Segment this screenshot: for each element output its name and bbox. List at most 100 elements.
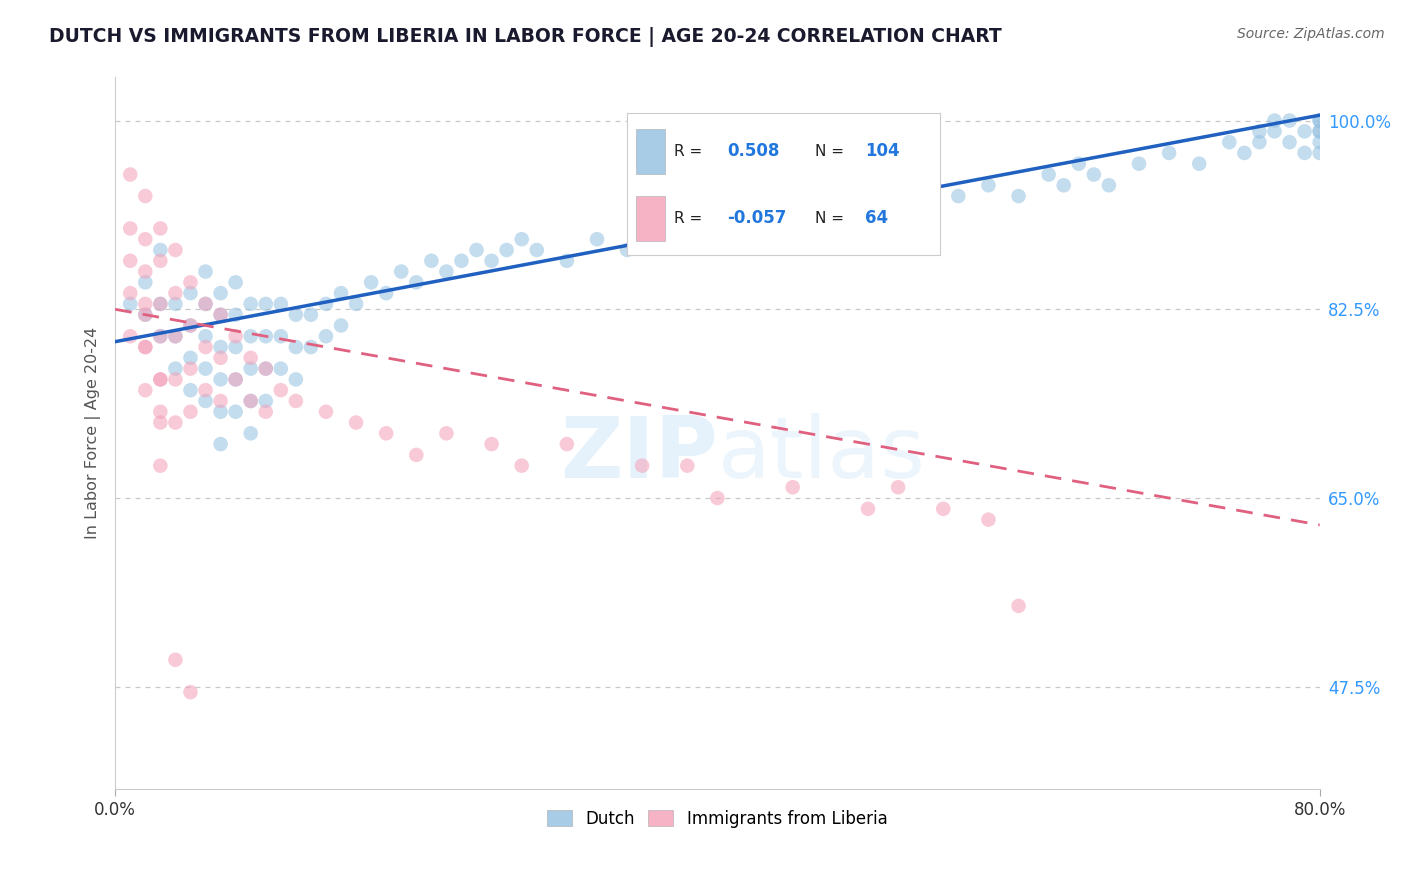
- Point: [526, 243, 548, 257]
- Point: [887, 480, 910, 494]
- Point: [120, 168, 142, 182]
- Point: [134, 340, 156, 354]
- Point: [120, 297, 142, 311]
- Point: [389, 264, 412, 278]
- Point: [209, 394, 232, 409]
- Point: [706, 491, 728, 505]
- Point: [645, 221, 668, 235]
- Point: [149, 458, 172, 473]
- Point: [586, 232, 609, 246]
- Point: [239, 394, 262, 409]
- Point: [1007, 599, 1029, 613]
- Point: [1083, 168, 1105, 182]
- Point: [1263, 124, 1285, 138]
- Point: [1249, 124, 1271, 138]
- Point: [284, 372, 307, 386]
- Point: [239, 329, 262, 343]
- Point: [165, 329, 187, 343]
- Point: [179, 351, 201, 365]
- Point: [856, 501, 879, 516]
- Point: [1294, 145, 1316, 160]
- Point: [375, 286, 398, 301]
- Point: [134, 340, 156, 354]
- Point: [631, 458, 654, 473]
- Point: [344, 416, 367, 430]
- Point: [149, 416, 172, 430]
- Point: [239, 394, 262, 409]
- Point: [239, 351, 262, 365]
- Point: [179, 405, 201, 419]
- Point: [1233, 145, 1256, 160]
- Point: [134, 232, 156, 246]
- Point: [209, 308, 232, 322]
- Point: [254, 394, 277, 409]
- Point: [948, 189, 970, 203]
- Point: [270, 297, 292, 311]
- Text: ZIP: ZIP: [560, 413, 717, 496]
- Point: [917, 211, 939, 225]
- Point: [254, 329, 277, 343]
- Text: DUTCH VS IMMIGRANTS FROM LIBERIA IN LABOR FORCE | AGE 20-24 CORRELATION CHART: DUTCH VS IMMIGRANTS FROM LIBERIA IN LABO…: [49, 27, 1002, 46]
- Point: [706, 211, 728, 225]
- Point: [782, 480, 804, 494]
- Point: [555, 253, 578, 268]
- Point: [1309, 113, 1331, 128]
- Point: [209, 308, 232, 322]
- Point: [1309, 145, 1331, 160]
- Point: [209, 286, 232, 301]
- Point: [344, 297, 367, 311]
- Point: [254, 405, 277, 419]
- Text: Source: ZipAtlas.com: Source: ZipAtlas.com: [1237, 27, 1385, 41]
- Point: [284, 308, 307, 322]
- Point: [179, 276, 201, 290]
- Point: [1309, 124, 1331, 138]
- Point: [225, 329, 247, 343]
- Point: [1188, 157, 1211, 171]
- Point: [1278, 135, 1301, 149]
- Point: [225, 405, 247, 419]
- Point: [436, 426, 458, 441]
- Point: [225, 340, 247, 354]
- Point: [165, 653, 187, 667]
- Point: [149, 221, 172, 235]
- Point: [165, 372, 187, 386]
- Point: [149, 297, 172, 311]
- Point: [856, 189, 879, 203]
- Point: [299, 308, 322, 322]
- Point: [1007, 189, 1029, 203]
- Y-axis label: In Labor Force | Age 20-24: In Labor Force | Age 20-24: [86, 327, 101, 540]
- Point: [134, 308, 156, 322]
- Point: [134, 383, 156, 397]
- Point: [1067, 157, 1090, 171]
- Point: [270, 383, 292, 397]
- Point: [165, 361, 187, 376]
- Point: [1159, 145, 1181, 160]
- Point: [284, 340, 307, 354]
- Point: [134, 189, 156, 203]
- Point: [165, 286, 187, 301]
- Point: [315, 405, 337, 419]
- Point: [1038, 168, 1060, 182]
- Point: [977, 178, 1000, 193]
- Point: [149, 372, 172, 386]
- Point: [194, 297, 217, 311]
- Point: [149, 405, 172, 419]
- Point: [766, 200, 789, 214]
- Point: [194, 383, 217, 397]
- Point: [225, 372, 247, 386]
- Point: [165, 243, 187, 257]
- Point: [1128, 157, 1150, 171]
- Point: [737, 221, 759, 235]
- Point: [209, 372, 232, 386]
- Point: [179, 685, 201, 699]
- Point: [436, 264, 458, 278]
- Point: [270, 329, 292, 343]
- Point: [510, 232, 533, 246]
- Point: [555, 437, 578, 451]
- Point: [149, 372, 172, 386]
- Point: [165, 416, 187, 430]
- Point: [254, 361, 277, 376]
- Point: [1249, 135, 1271, 149]
- Point: [194, 329, 217, 343]
- Text: atlas: atlas: [717, 413, 925, 496]
